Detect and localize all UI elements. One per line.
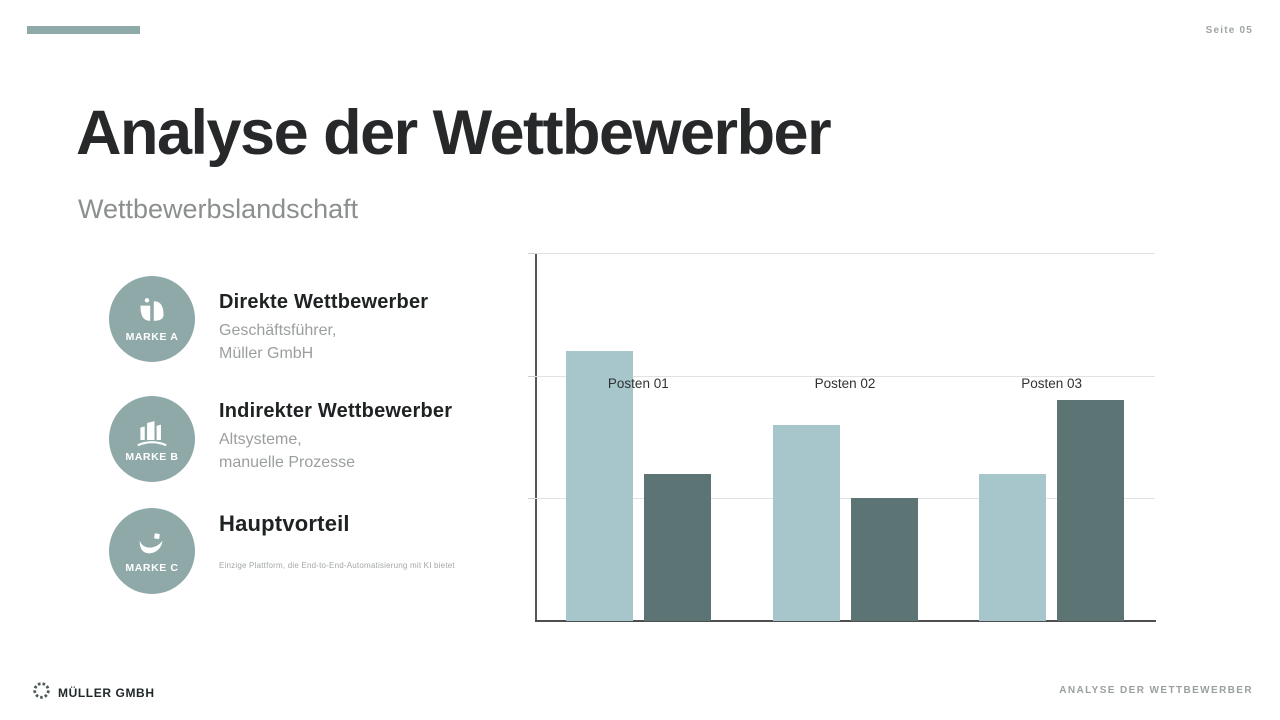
slide-title: Analyse der Wettbewerber: [76, 98, 832, 168]
item-line: manuelle Prozesse: [219, 453, 356, 471]
x-axis-label-posten-03: Posten 03: [1021, 376, 1083, 391]
footer-slide-title: ANALYSE DER WETTBEWERBER: [1059, 685, 1253, 696]
list-item-indirekter-wettbewerber: MARKE B Indirekter Wettbewerber Altsyste…: [109, 396, 659, 482]
chart-bar-series-1-posten-02: [772, 424, 840, 621]
y-tick-100: [528, 375, 535, 377]
gridline-150: [535, 253, 1155, 254]
chart-plot: [528, 253, 1156, 622]
item-line: Geschäftsführer,: [219, 322, 337, 339]
accent-bar: [27, 26, 140, 34]
chart-bar-series-2-posten-01: [643, 473, 711, 621]
page-number: Seite 05: [1205, 25, 1253, 36]
badge-label: MARKE A: [125, 331, 179, 344]
gridline-100: [535, 375, 1155, 377]
gridline-50: [535, 498, 1155, 500]
chart-bar-series-1-posten-03: [979, 473, 1047, 621]
buildings-icon: [133, 415, 171, 449]
badge-label: MARKE B: [125, 451, 179, 464]
chart-y-axis-line: [535, 253, 537, 621]
plant-icon: [134, 295, 170, 329]
y-tick-50: [528, 498, 535, 500]
list-item-direkte-wettbewerber: MARKE A Direkte Wettbewerber Geschäftsfü…: [109, 276, 659, 365]
item-line: Müller GmbH: [219, 344, 314, 362]
chart-x-axis-line: [535, 620, 1156, 622]
item-heading: Indirekter Wettbewerber: [219, 400, 453, 422]
item-line: Altsysteme,: [219, 431, 302, 448]
brand-name: MÜLLER GMBH: [58, 686, 155, 700]
x-axis-label-posten-02: Posten 02: [814, 376, 876, 391]
list-item-hauptvorteil: MARKE C Hauptvorteil Einzige Plattform, …: [109, 508, 659, 594]
item-heading: Hauptvorteil: [219, 511, 350, 536]
badge-marke-a: MARKE A: [109, 276, 195, 362]
footer-brand: MÜLLER GMBH: [32, 681, 155, 705]
badge-marke-c: MARKE C: [109, 508, 195, 594]
chart-bar-series-2-posten-03: [1057, 400, 1125, 621]
wreath-logo-icon: [32, 681, 51, 705]
chart-bar-series-2-posten-02: [850, 498, 918, 621]
chart-bar-series-1-posten-01: [565, 351, 633, 621]
badge-label: MARKE C: [125, 562, 179, 575]
badge-marke-b: MARKE B: [109, 396, 195, 482]
x-axis-label-posten-01: Posten 01: [607, 376, 669, 391]
item-line: Einzige Plattform, die End-to-End-Automa…: [219, 561, 455, 570]
bird-icon: [134, 528, 170, 560]
y-tick-150: [528, 253, 535, 254]
item-heading: Direkte Wettbewerber: [219, 291, 429, 313]
slide-subtitle: Wettbewerbslandschaft: [78, 194, 359, 224]
